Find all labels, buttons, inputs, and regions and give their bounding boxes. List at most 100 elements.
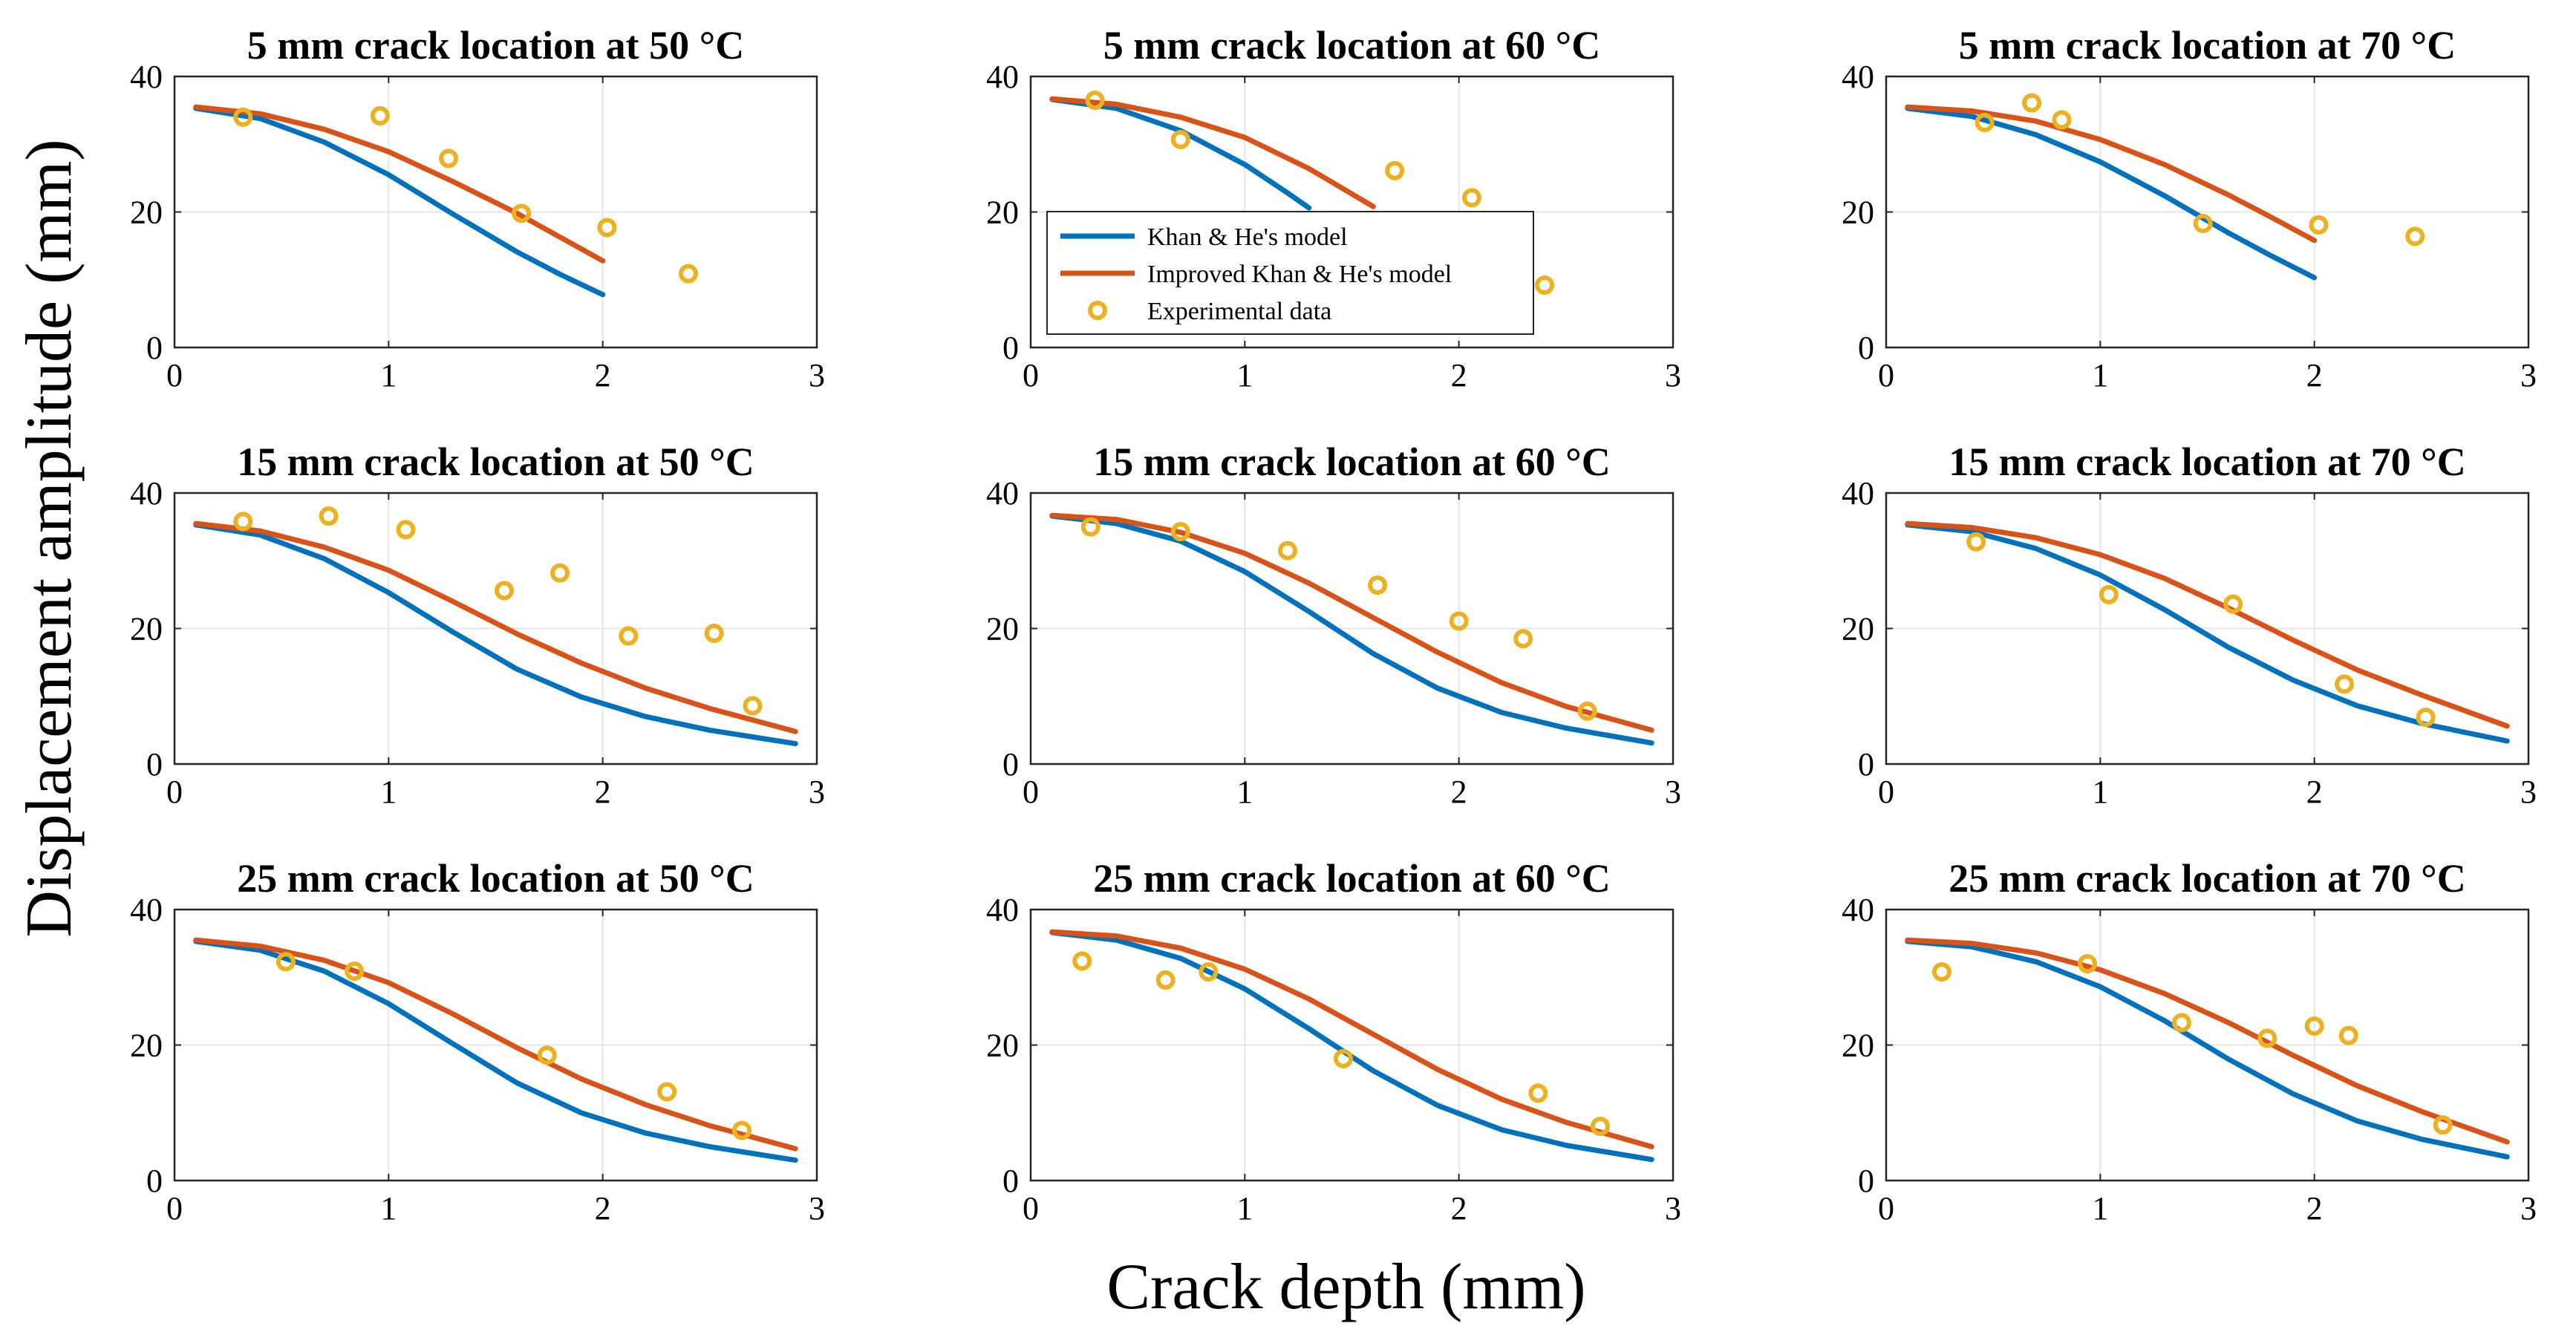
subplot-title: 15 mm crack location at 50 °C xyxy=(237,440,754,484)
y-tick-label: 0 xyxy=(1002,330,1019,366)
x-tick-label: 2 xyxy=(1451,1190,1467,1227)
experimental-point xyxy=(1085,90,1105,110)
experimental-point xyxy=(275,952,296,972)
y-tick-label: 0 xyxy=(146,1163,163,1199)
experimental-point xyxy=(1333,1048,1353,1068)
y-tick-label: 40 xyxy=(130,475,163,512)
x-tick-label: 3 xyxy=(1665,774,1681,810)
khan-model-line xyxy=(1905,105,2318,281)
x-tick-label: 0 xyxy=(166,1190,183,1227)
y-tick-label: 0 xyxy=(1002,746,1019,783)
experimental-point xyxy=(396,520,416,540)
experimental-point xyxy=(2052,110,2072,130)
y-tick-label: 0 xyxy=(1858,330,1874,366)
x-tick-label: 3 xyxy=(2520,1190,2537,1227)
khan-model-line xyxy=(193,522,798,747)
x-tick-label: 1 xyxy=(380,774,397,810)
experimental-point xyxy=(512,203,532,223)
khan-model-line xyxy=(1905,522,2510,744)
subplot-title: 25 mm crack location at 60 °C xyxy=(1093,856,1610,901)
x-tick-label: 1 xyxy=(380,1190,397,1227)
y-tick-label: 20 xyxy=(130,195,163,231)
legend-label-experimental: Experimental data xyxy=(1147,298,1331,325)
x-tick-label: 1 xyxy=(2092,1190,2108,1227)
x-tick-label: 0 xyxy=(166,357,183,394)
experimental-point xyxy=(233,107,253,127)
experimental-point xyxy=(1170,522,1190,542)
experimental-point xyxy=(597,218,617,238)
legend-label-improved: Improved Khan & He's model xyxy=(1147,261,1452,288)
experimental-point xyxy=(1449,611,1469,631)
experimental-point xyxy=(2257,1028,2277,1048)
experimental-point xyxy=(1385,160,1405,180)
x-tick-label: 0 xyxy=(1878,1190,1894,1227)
x-tick-label: 2 xyxy=(595,774,611,810)
x-tick-label: 0 xyxy=(1878,774,1894,810)
improved-model-line xyxy=(193,937,798,1152)
experimental-point xyxy=(345,962,365,982)
experimental-point xyxy=(2405,226,2425,247)
experimental-point xyxy=(1528,1083,1548,1103)
x-tick-label: 3 xyxy=(2520,357,2537,394)
subplot-title: 5 mm crack location at 50 °C xyxy=(247,23,744,68)
y-tick-label: 20 xyxy=(130,1028,163,1064)
x-tick-label: 2 xyxy=(2306,1190,2323,1227)
y-tick-label: 20 xyxy=(986,195,1019,231)
y-tick-label: 20 xyxy=(1842,611,1874,647)
x-tick-label: 0 xyxy=(166,774,183,810)
subplot-title: 25 mm crack location at 70 °C xyxy=(1949,856,2465,901)
improved-model-line xyxy=(193,104,606,264)
experimental-point xyxy=(679,264,698,284)
experimental-point xyxy=(2223,594,2243,614)
experimental-point xyxy=(1461,188,1481,208)
y-tick-label: 20 xyxy=(130,611,163,647)
x-tick-label: 0 xyxy=(1023,1190,1039,1227)
y-tick-label: 40 xyxy=(1842,59,1874,95)
legend: Khan & He's model Improved Khan & He's mo… xyxy=(1046,211,1534,335)
subplot-title: 5 mm crack location at 60 °C xyxy=(1103,23,1600,68)
improved-model-line xyxy=(1905,104,2318,244)
khan-model-line xyxy=(193,105,606,298)
experimental-point xyxy=(370,105,390,125)
experimental-point xyxy=(233,512,253,532)
y-tick-label: 20 xyxy=(986,611,1019,647)
experimental-point xyxy=(1966,532,1986,552)
x-tick-label: 0 xyxy=(1878,357,1894,394)
experimental-point xyxy=(2078,954,2098,973)
subplot-3: 0 1 2 3 0 20 40 5 mm crack location at 70 °C xyxy=(1842,23,2537,394)
experimental-point xyxy=(2193,214,2213,234)
experimental-point xyxy=(1155,970,1175,990)
y-tick-label: 40 xyxy=(986,892,1019,928)
experimental-point xyxy=(495,581,515,601)
subplot-title: 5 mm crack location at 70 °C xyxy=(1959,23,2456,68)
x-tick-label: 1 xyxy=(1236,774,1253,810)
y-axis-label: Displacement amplitude (mm) xyxy=(13,139,85,937)
experimental-point xyxy=(1577,701,1597,721)
y-tick-label: 20 xyxy=(986,1028,1019,1064)
experimental-point xyxy=(657,1082,677,1102)
experimental-point xyxy=(1170,129,1190,149)
experimental-point xyxy=(439,148,459,169)
improved-model-line xyxy=(1049,929,1654,1149)
improved-model-line xyxy=(1905,520,2510,729)
y-tick-label: 40 xyxy=(1842,475,1874,512)
experimental-point xyxy=(550,563,570,583)
legend-label-khan: Khan & He's model xyxy=(1147,223,1348,251)
experimental-point xyxy=(1072,951,1092,971)
improved-model-line xyxy=(1049,96,1376,209)
experimental-point xyxy=(1513,629,1533,649)
x-tick-label: 3 xyxy=(809,1190,825,1227)
y-tick-label: 20 xyxy=(1842,195,1874,231)
y-tick-label: 0 xyxy=(1858,746,1874,783)
y-tick-label: 0 xyxy=(146,330,163,366)
improved-model-line xyxy=(1049,512,1654,733)
y-tick-label: 0 xyxy=(1002,1163,1019,1199)
experimental-point xyxy=(2416,708,2436,728)
experimental-point xyxy=(2099,584,2119,604)
y-tick-label: 0 xyxy=(146,746,163,783)
subplot-4: 0 1 2 3 0 20 40 15 mm crack location at 50 °C xyxy=(130,440,825,810)
y-tick-label: 40 xyxy=(130,892,163,928)
y-tick-label: 40 xyxy=(986,475,1019,512)
